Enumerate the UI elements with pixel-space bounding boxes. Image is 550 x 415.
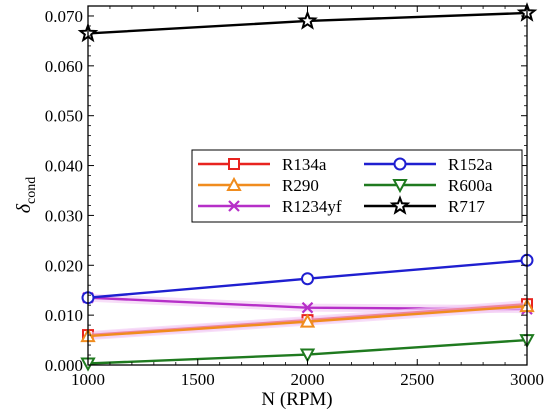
y-tick-label: 0.050 (45, 107, 83, 126)
y-tick-label: 0.020 (45, 256, 83, 275)
x-tick-label: 1000 (71, 370, 105, 389)
x-tick-label: 2000 (291, 370, 325, 389)
legend-label: R717 (448, 197, 485, 216)
data-point (297, 10, 318, 30)
x-tick-label: 1500 (181, 370, 215, 389)
legend-label: R290 (282, 176, 319, 195)
legend-marker (393, 157, 407, 171)
legend-entry-r717: R717 (364, 195, 485, 216)
y-axis-label: δcond (13, 177, 39, 214)
y-axis: 0.000 0.010 0.020 0.030 0.040 0.050 0.060 0.070 (45, 7, 527, 375)
legend-label: R600a (448, 176, 493, 195)
legend-entry-r152a: R152a (364, 155, 493, 174)
legend-label: R152a (448, 155, 493, 174)
legend-marker (228, 200, 240, 212)
legend-marker (226, 176, 242, 191)
legend-box (191, 149, 523, 223)
svg-text:δcond: δcond (13, 177, 39, 214)
legend-label: R1234yf (282, 197, 342, 216)
legend-marker (228, 158, 240, 170)
plot-area: 1000 1500 2000 2500 3000 0.000 0.010 0.020 0.03… (45, 2, 544, 389)
y-tick-label: 0.040 (45, 157, 83, 176)
y-axis-label-sub: cond (24, 177, 39, 204)
legend-entry-r290: R290 (198, 176, 319, 195)
legend-marker (392, 179, 408, 194)
y-tick-label: 0.030 (45, 206, 83, 225)
data-point (299, 348, 316, 363)
x-tick-label: 3000 (510, 370, 544, 389)
y-axis-label-main: δ (13, 203, 35, 213)
x-tick-label: 2500 (400, 370, 434, 389)
legend-entry-r134a: R134a (198, 155, 327, 174)
series-r152a (81, 253, 534, 305)
legend-entry-r1234yf: R1234yf (198, 197, 342, 216)
series-r290 (80, 298, 535, 343)
y-tick-label: 0.070 (45, 7, 83, 26)
y-tick-label: 0.000 (45, 356, 83, 375)
data-point (301, 301, 314, 314)
data-point (301, 272, 314, 286)
legend: R134a R152a R290 R600a R1234yf R717 (191, 149, 523, 223)
x-axis: 1000 1500 2000 2500 3000 (71, 6, 544, 389)
y-tick-label: 0.010 (45, 306, 83, 325)
x-axis-label: N (RPM) (261, 389, 332, 410)
data-point (299, 313, 316, 328)
legend-entry-r600a: R600a (364, 176, 493, 195)
legend-label: R134a (282, 155, 327, 174)
legend-marker (389, 195, 411, 215)
y-tick-label: 0.060 (45, 57, 83, 76)
